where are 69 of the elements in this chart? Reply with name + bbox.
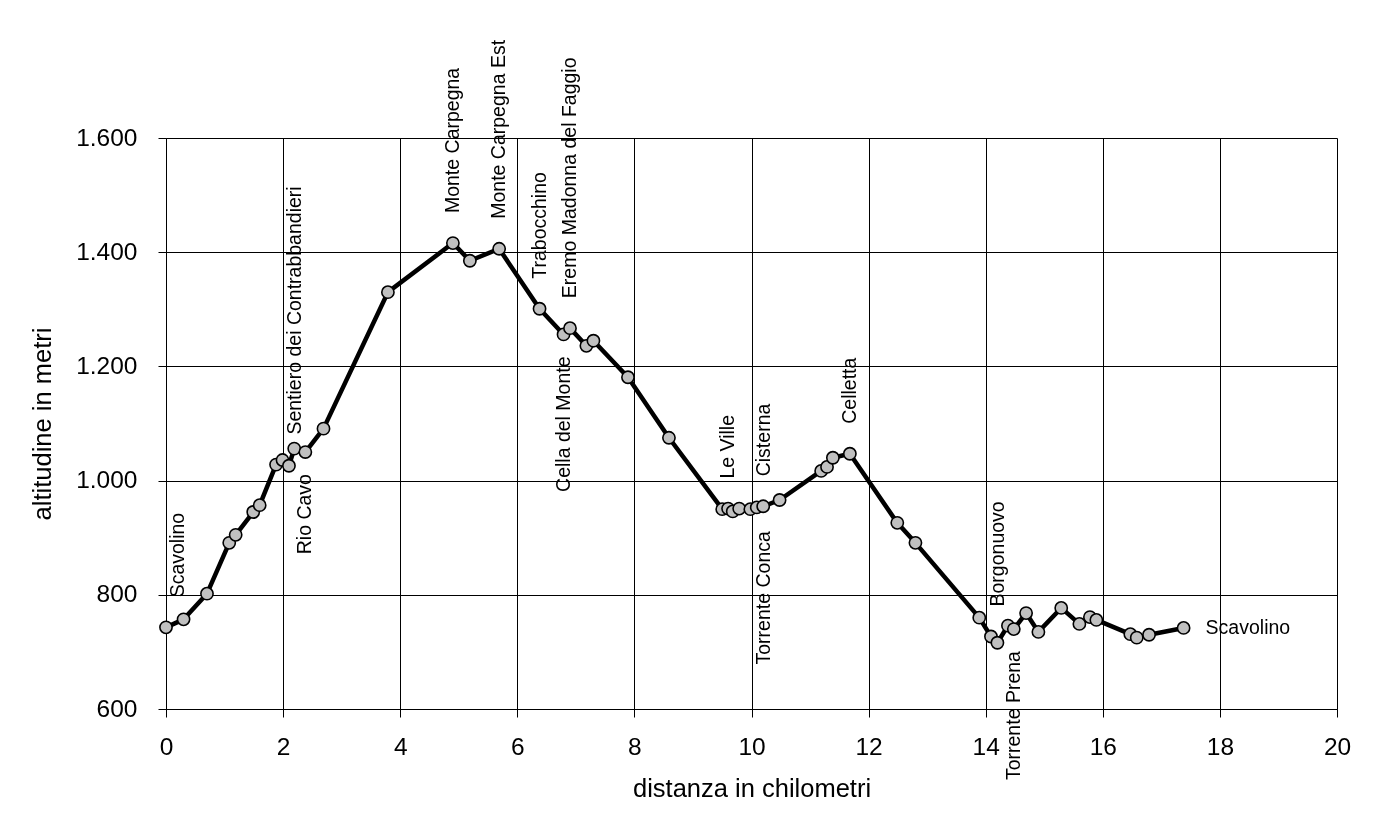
y-tick-label: 1.600 [76,123,138,151]
x-tick-label: 6 [510,732,525,760]
point [990,635,1005,650]
annotation: Eremo Madonna del Faggio [557,57,580,299]
x-tick-label: 10 [738,732,766,760]
point [1006,622,1021,636]
point [820,459,834,474]
x-tick-label: 18 [1206,732,1235,760]
point [842,446,857,461]
point [282,458,296,473]
point [159,620,173,635]
point [621,370,635,385]
point [1129,630,1144,645]
point [287,441,302,456]
y-tick-label: 1.200 [76,351,138,379]
point [890,515,905,530]
point [756,499,771,514]
x-tick-label: 8 [628,732,642,760]
x-tick-label: 16 [1089,732,1117,760]
point [532,301,547,316]
point [1089,613,1104,627]
point [1019,606,1034,620]
annotation: Monte Carpegna [440,67,463,214]
annotation: Cisterna [751,403,774,477]
point [252,498,267,513]
point [772,493,787,507]
point [1176,621,1191,635]
point [176,612,191,627]
point [380,285,395,300]
point [1142,627,1156,642]
x-tick-label: 12 [855,732,883,760]
y-tick-label: 800 [96,580,138,608]
y-axis-title: altitudine in metri [27,327,56,521]
point [445,236,460,250]
y-tick-label: 1.400 [76,237,138,265]
point [316,421,331,436]
point [228,527,243,542]
x-tick-label: 14 [972,732,1000,760]
annotation: Le Ville [716,414,739,479]
annotation: Scavolino [166,512,188,598]
point [908,535,923,550]
point [1031,625,1046,639]
annotation: Rio Cavo [293,473,316,555]
annotation: Torrente Conca [751,531,774,665]
point [200,586,214,601]
point [586,333,601,348]
y-tick-label: 600 [96,694,138,722]
point [972,610,987,625]
point [492,241,507,256]
annotation: Torrente Prena [1001,650,1024,781]
point [1054,601,1069,615]
x-tick-label: 4 [393,732,408,760]
x-tick-label: 0 [159,732,174,760]
annotation: Celletta [837,357,860,424]
point [462,253,477,268]
point [563,321,577,336]
point [662,430,676,445]
point [1072,617,1087,631]
annotation: Monte Carpegna Est [487,39,510,219]
annotation: Borgonuovo [985,501,1008,607]
x-tick-label: 20 [1323,732,1352,760]
x-axis-title: distanza in chilometri [632,773,872,802]
annotation: Sentiero dei Contrabbandieri [283,186,306,435]
point [825,450,840,465]
y-tick-label: 1.000 [76,466,138,494]
x-tick-label: 2 [276,732,291,760]
point [298,445,313,459]
annotation: Cella del Monte [551,356,574,492]
annotation: Trabocchino [527,171,550,279]
